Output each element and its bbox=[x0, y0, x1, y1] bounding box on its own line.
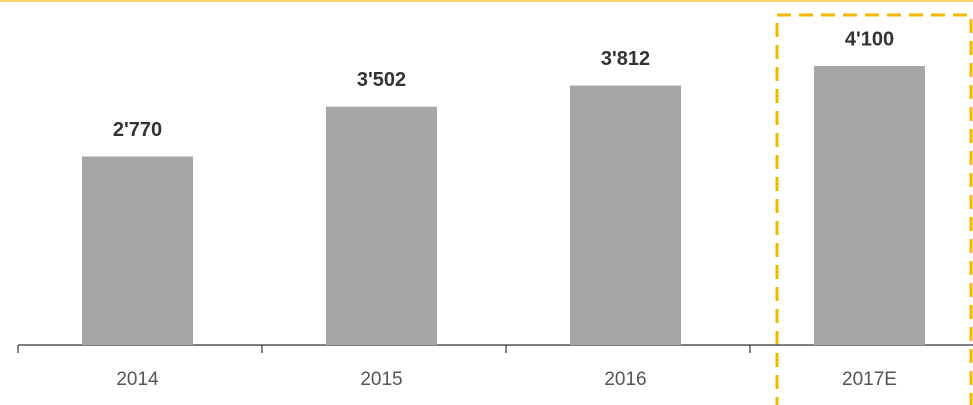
data-label: 3'502 bbox=[357, 69, 406, 91]
highlight-box bbox=[775, 13, 973, 405]
data-label: 3'812 bbox=[601, 48, 650, 70]
bar bbox=[326, 106, 437, 345]
x-tick-label: 2014 bbox=[116, 369, 159, 390]
x-tick-label: 2015 bbox=[360, 369, 402, 390]
x-tick-label: 2017E bbox=[842, 369, 897, 390]
x-tick-label: 2016 bbox=[604, 369, 646, 390]
bar bbox=[814, 66, 925, 345]
bar bbox=[570, 85, 681, 345]
bar bbox=[82, 156, 193, 345]
data-label: 2'770 bbox=[113, 119, 162, 141]
data-label: 4'100 bbox=[845, 28, 894, 50]
